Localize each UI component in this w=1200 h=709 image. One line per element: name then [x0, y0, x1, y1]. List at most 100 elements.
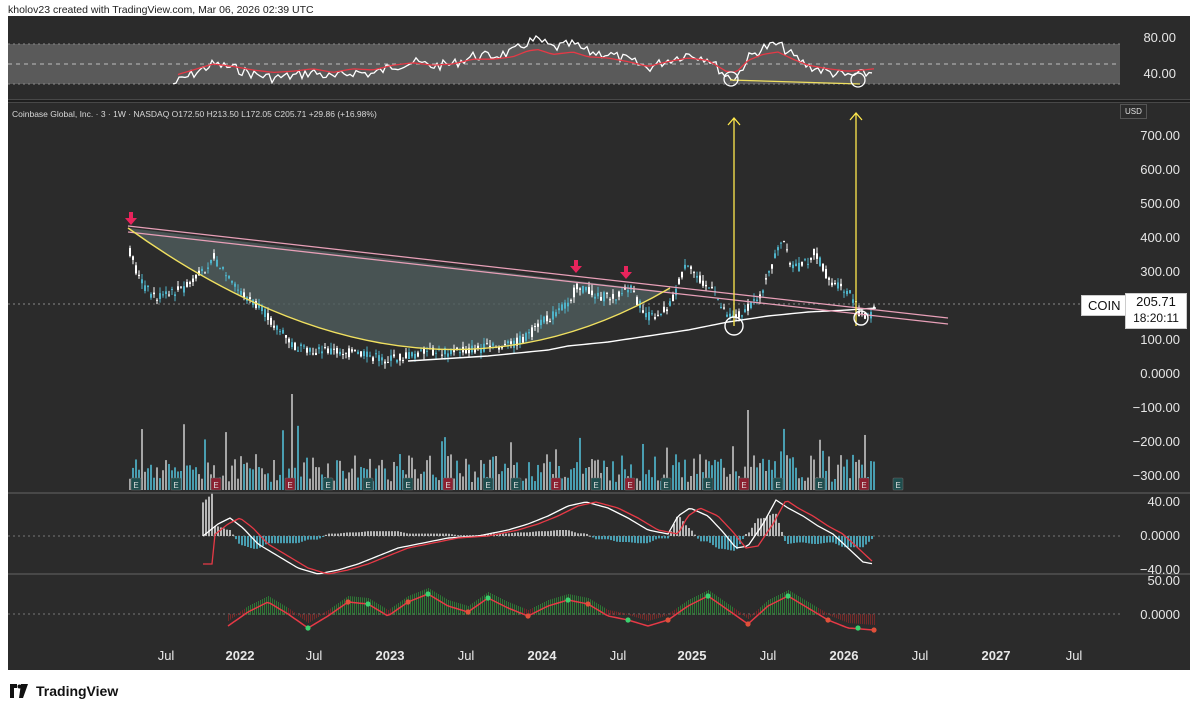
candle-body [837, 282, 839, 289]
osc-histogram-bar [494, 595, 495, 615]
candle-body [633, 290, 635, 292]
volume-bar [297, 425, 299, 490]
osc-histogram-bar [842, 614, 843, 621]
candle-body [240, 290, 242, 295]
osc-histogram-bar [248, 606, 249, 615]
osc-histogram-bar [794, 593, 795, 615]
osc-histogram-bar [536, 606, 537, 615]
macd-histogram-bar [562, 530, 564, 536]
candle-body [141, 279, 143, 284]
rsi-axis-label: 40.00 [1143, 66, 1176, 81]
osc-histogram-bar [656, 614, 657, 619]
rsi-highlight-circle [723, 71, 739, 87]
volume-bar [309, 478, 311, 490]
candle-body [225, 275, 227, 277]
osc-histogram-bar [710, 591, 711, 615]
macd-histogram-bar [616, 536, 618, 542]
time-axis-label: 2027 [981, 648, 1011, 663]
macd-histogram-bar [769, 515, 771, 536]
macd-histogram-bar [784, 536, 786, 541]
candle-body [237, 289, 239, 291]
chart-area[interactable]: E E E E E E E E E E E E E E E E E E E E Coinbase Global, In… [8, 16, 1190, 670]
macd-axis-label: 0.0000 [1140, 528, 1180, 543]
macd-histogram-bar [268, 536, 270, 544]
candle-body [516, 337, 518, 346]
osc-histogram-bar [546, 601, 547, 615]
candle-body [264, 309, 266, 317]
osc-histogram-bar [242, 610, 243, 615]
macd-histogram-bar [451, 534, 453, 536]
symbol-legend: Coinbase Global, Inc. · 3 · 1W · NASDAQ … [12, 109, 377, 119]
macd-histogram-bar [454, 534, 456, 536]
macd-axis-label: 40.00 [1147, 494, 1180, 509]
volume-bar [834, 478, 836, 490]
volume-bar [849, 478, 851, 490]
osc-histogram-bar [734, 608, 735, 615]
macd-histogram-bar [265, 536, 267, 545]
osc-histogram-bar [834, 614, 835, 618]
macd-histogram-bar [424, 533, 426, 536]
macd-histogram-bar [664, 536, 666, 539]
osc-histogram-bar [498, 597, 499, 615]
osc-histogram-bar [484, 594, 485, 615]
tradingview-brand[interactable]: TradingView [8, 680, 118, 702]
volume-bar [474, 471, 476, 490]
rsi-line [172, 34, 873, 85]
macd-histogram-bar [865, 536, 867, 545]
osc-histogram-bar [478, 599, 479, 615]
macd-histogram-bar [691, 530, 693, 536]
macd-histogram-bar [742, 536, 744, 540]
time-axis-label: 2022 [225, 648, 255, 663]
osc-signal-dot [855, 625, 861, 631]
price-axis-label: −100.00 [1132, 400, 1180, 415]
volume-bar [186, 465, 188, 490]
osc-histogram-bar [236, 614, 237, 616]
osc-histogram-bar [500, 598, 501, 615]
candle-body [291, 342, 293, 348]
candle-body [519, 335, 521, 344]
volume-bar [276, 480, 278, 490]
volume-bar [804, 480, 806, 490]
volume-bar [234, 459, 236, 490]
osc-axis-label: 50.00 [1147, 573, 1180, 588]
macd-histogram-bar [337, 533, 339, 536]
volume-bar [255, 454, 257, 490]
volume-bar [468, 464, 470, 490]
candle-body [660, 313, 662, 315]
candle-body [717, 299, 719, 301]
volume-bar [630, 464, 632, 490]
osc-signal-dot [625, 617, 631, 623]
macd-histogram-bar [580, 533, 582, 536]
volume-bar [477, 477, 479, 490]
macd-histogram-bar [316, 536, 318, 540]
macd-histogram-bar [781, 531, 783, 536]
volume-bar [198, 474, 200, 490]
macd-histogram-bar [406, 533, 408, 536]
osc-signal-dot [785, 593, 791, 599]
volume-bar [312, 457, 314, 490]
volume-bar [795, 467, 797, 490]
osc-histogram-bar [314, 614, 315, 620]
currency-label[interactable]: USD [1120, 104, 1147, 119]
osc-histogram-bar [400, 601, 401, 615]
volume-bar [300, 476, 302, 490]
osc-signal-dot [585, 601, 591, 607]
volume-bar [747, 410, 749, 490]
osc-histogram-bar [344, 598, 345, 615]
macd-histogram-bar [430, 533, 432, 536]
volume-bar [855, 461, 857, 490]
macd-histogram-bar [520, 532, 522, 536]
candle-body [498, 346, 500, 350]
osc-histogram-bar [668, 614, 669, 615]
candle-body [684, 264, 686, 269]
macd-histogram-bar [847, 536, 849, 548]
earnings-marker-label: E [663, 481, 668, 490]
osc-histogram-bar [316, 614, 317, 619]
macd-histogram-bar [325, 534, 327, 536]
macd-histogram-bar [517, 532, 519, 536]
candle-body [789, 263, 791, 265]
candle-body [363, 351, 365, 357]
osc-histogram-bar [836, 614, 837, 619]
osc-histogram-bar [874, 614, 875, 625]
